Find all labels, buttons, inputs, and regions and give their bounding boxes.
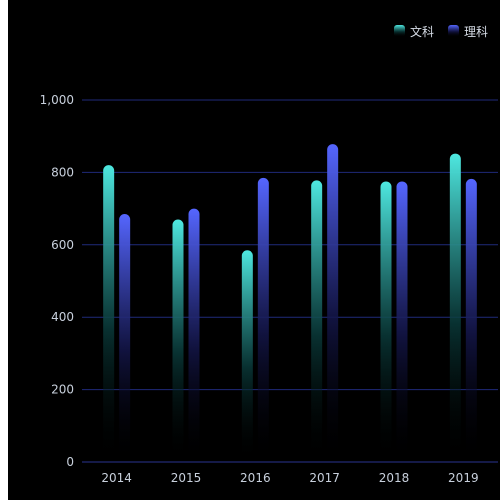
bar-series2-2015[interactable] (188, 208, 200, 462)
bar-series1-2019[interactable] (449, 153, 461, 463)
bar-series2-2014[interactable] (119, 214, 131, 462)
legend-label[interactable]: 理科 (464, 25, 488, 39)
y-tick-label: 800 (51, 165, 74, 179)
bar-series1-2015[interactable] (172, 219, 184, 462)
bar-series2-2019[interactable] (465, 178, 477, 462)
y-axis: 0 200 400 600 800 1,000 (40, 93, 74, 469)
y-tick-label: 1,000 (40, 93, 74, 107)
y-tick-label: 400 (51, 310, 74, 324)
x-tick-label: 2019 (448, 471, 479, 485)
y-tick-label: 200 (51, 383, 74, 397)
gridlines (82, 99, 498, 391)
chart-panel (8, 0, 500, 500)
bar-series2-2016[interactable] (257, 177, 269, 462)
legend-label[interactable]: 文科 (410, 24, 434, 39)
x-tick-label: 2017 (309, 471, 340, 485)
x-tick-label: 2015 (171, 471, 202, 485)
y-tick-label: 600 (51, 238, 74, 252)
x-tick-label: 2016 (240, 471, 271, 485)
legend-swatch[interactable] (394, 25, 405, 37)
legend-swatch[interactable] (448, 25, 459, 37)
bar-series1-2017[interactable] (311, 180, 323, 462)
x-tick-label: 2014 (101, 471, 132, 485)
legend[interactable]: 文科 理科 (394, 24, 488, 39)
bar-series1-2016[interactable] (241, 250, 253, 462)
x-tick-label: 2018 (379, 471, 410, 485)
bars (103, 144, 477, 463)
y-tick-label: 0 (66, 455, 74, 469)
x-axis: 2014 2015 2016 2017 2018 2019 (82, 461, 498, 485)
bar-series1-2018[interactable] (380, 181, 392, 462)
bar-series2-2017[interactable] (327, 144, 339, 462)
bar-series2-2018[interactable] (396, 181, 408, 462)
bar-series1-2014[interactable] (103, 165, 115, 462)
